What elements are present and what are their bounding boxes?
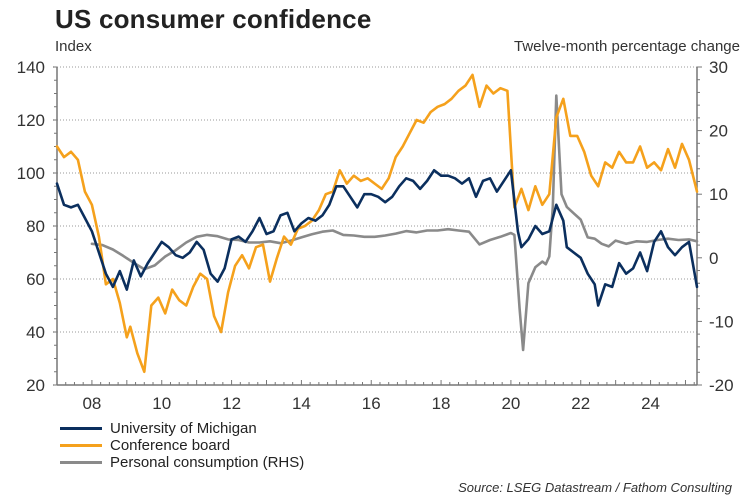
y-right-tick-label: 30 [709, 58, 728, 77]
series-lines [55, 73, 699, 374]
x-tick-label: 10 [152, 394, 171, 413]
y-right-tick-label: 0 [709, 249, 718, 268]
legend-swatch-conference-board [60, 444, 102, 447]
x-tick-label: 24 [641, 394, 660, 413]
conference-board-line [55, 73, 699, 374]
legend-item-personal-consumption: Personal consumption (RHS) [60, 454, 304, 471]
legend-item-michigan: University of Michigan [60, 420, 304, 437]
y-left-tick-label: 60 [26, 270, 45, 289]
university-of-michigan-line [55, 169, 699, 307]
personal-consumption-rhs-line [90, 94, 699, 352]
y-right-tick-label: -20 [709, 376, 734, 395]
left-axis-label: Index [55, 38, 92, 55]
x-tick-label: 18 [432, 394, 451, 413]
x-tick-label: 22 [571, 394, 590, 413]
chart-plot: 20 40 60 80 100 120 140 -20 -10 0 10 20 30 08 10 12 14 16… [17, 58, 734, 413]
y-left-tick-label: 80 [26, 217, 45, 236]
legend-item-conference-board: Conference board [60, 437, 304, 454]
y-left-tick-label: 140 [17, 58, 45, 77]
legend-label-conference-board: Conference board [110, 437, 231, 454]
x-tick-label: 16 [362, 394, 381, 413]
right-axis-label: Twelve-month percentage change [514, 38, 740, 55]
source-note: Source: LSEG Datastream / Fathom Consult… [458, 480, 732, 495]
chart-title: US consumer confidence [55, 4, 372, 34]
y-right-tick-label: 10 [709, 185, 728, 204]
legend-label-michigan: University of Michigan [110, 420, 257, 437]
y-left-tick-label: 100 [17, 164, 45, 183]
legend-swatch-michigan [60, 427, 102, 430]
legend-label-personal-consumption: Personal consumption (RHS) [110, 454, 305, 471]
y-left-tick-label: 20 [26, 376, 45, 395]
x-tick-label: 20 [501, 394, 520, 413]
legend: University of Michigan Conference board … [60, 420, 304, 471]
y-left-tick-label: 40 [26, 323, 45, 342]
x-tick-label: 08 [82, 394, 101, 413]
gridlines [57, 66, 697, 333]
x-tick-label: 14 [292, 394, 311, 413]
axes: 20 40 60 80 100 120 140 -20 -10 0 10 20 30 08 10 12 14 16… [17, 58, 734, 413]
y-right-tick-label: -10 [709, 312, 734, 331]
x-tick-label: 12 [222, 394, 241, 413]
y-right-tick-label: 20 [709, 122, 728, 141]
y-left-tick-label: 120 [17, 111, 45, 130]
legend-swatch-personal-consumption [60, 461, 102, 464]
